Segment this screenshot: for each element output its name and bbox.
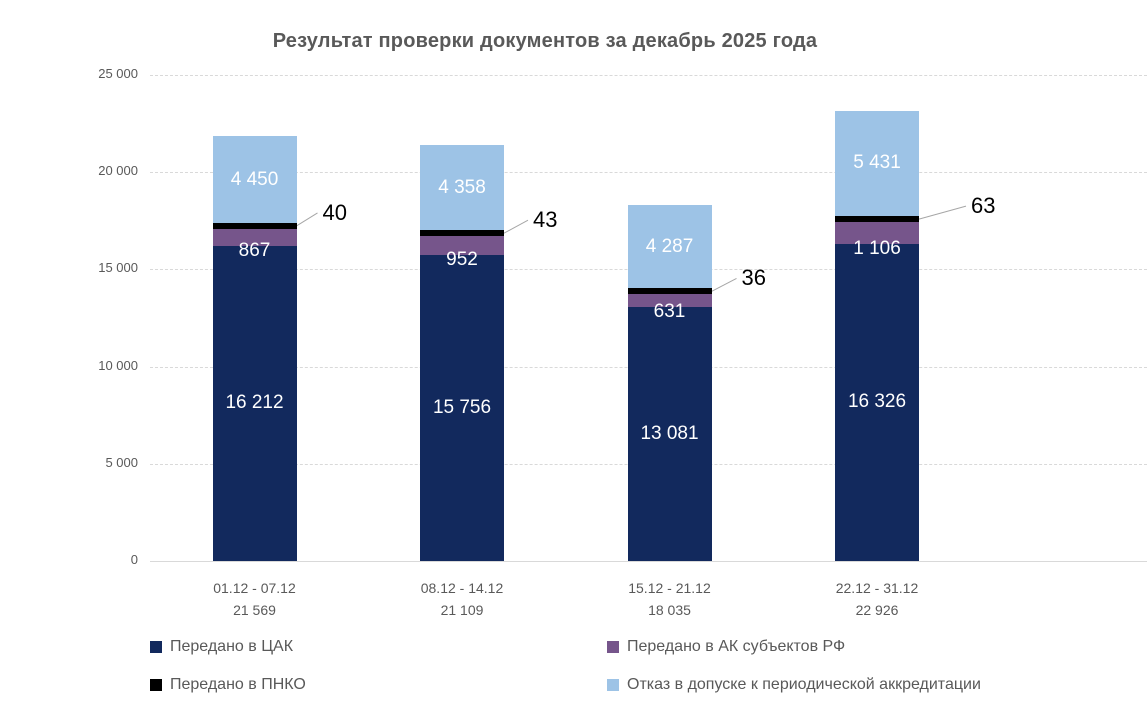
bar-value-label: 4 450: [230, 168, 279, 190]
bar-value-label: 4 287: [645, 235, 694, 257]
callout-value-label: 63: [971, 193, 996, 219]
bar-segment-1: [212, 228, 297, 246]
bar-segment-2: [420, 230, 504, 237]
y-axis-tick-label: 5 000: [105, 454, 138, 470]
callout-line: [503, 219, 529, 234]
bar-segment-3: [212, 136, 297, 223]
category-range: 08.12 - 14.12: [420, 580, 504, 596]
bar-segment-0: [212, 245, 297, 561]
chart-legend: Передано в ЦАК Передано в АК субъектов Р…: [150, 637, 981, 695]
category-range: 22.12 - 31.12: [835, 580, 919, 596]
category-range: 01.12 - 07.12: [213, 580, 296, 596]
x-axis-category-label: 08.12 - 14.12 21 109: [372, 577, 552, 621]
legend-item-peredano-v-ak-subektov: Передано в АК субъектов РФ: [607, 637, 981, 657]
bar-segment-0: [835, 243, 919, 561]
bar-value-label: 16 326: [847, 391, 907, 413]
gridline: [150, 172, 1147, 174]
bar-value-label: 16 212: [225, 392, 284, 414]
callout-value-label: 40: [322, 199, 347, 225]
bar-value-label: 5 431: [853, 152, 901, 174]
y-axis-tick-label: 0: [130, 552, 138, 567]
chart-title: Результат проверки документов за декабрь…: [272, 30, 818, 52]
legend-label: Передано в ЦАК: [170, 638, 294, 655]
bar-segment-1: [420, 236, 504, 255]
category-total: 21 109: [440, 602, 484, 618]
bar-segment-0: [420, 254, 504, 561]
gridline: [150, 561, 1147, 562]
bar-segment-1: [627, 294, 712, 307]
bar-value-label: 4 358: [438, 176, 486, 198]
y-axis-tick-label: 10 000: [98, 357, 138, 373]
bar-segment-1: [835, 222, 919, 244]
legend-item-peredano-v-pnko: Передано в ПНКО: [150, 675, 607, 695]
callout-value-label: 43: [533, 207, 558, 233]
category-total: 18 035: [648, 602, 691, 618]
legend-label: Передано в ПНКО: [170, 676, 306, 693]
bar-value-label: 13 081: [640, 422, 699, 444]
gridline: [150, 75, 1147, 76]
bar-value-label: 15 756: [432, 396, 492, 418]
bar-segment-0: [627, 306, 712, 561]
bar-segment-2: [835, 216, 919, 223]
callout-line: [296, 212, 318, 227]
category-total: 22 926: [855, 602, 899, 618]
category-range: 15.12 - 21.12: [628, 580, 711, 596]
bar-segment-3: [420, 145, 504, 231]
legend-label: Передано в АК субъектов РФ: [627, 638, 846, 655]
x-axis-category-label: 22.12 - 31.12 22 926: [787, 577, 967, 621]
x-axis-category-label: 01.12 - 07.12 21 569: [165, 577, 345, 621]
bar-segment-2: [627, 288, 712, 295]
bar-segment-2: [212, 222, 297, 229]
legend-label: Отказ в допуске к периодической аккредит…: [627, 676, 981, 693]
legend-swatch-navy: [150, 641, 162, 653]
bar-segment-3: [627, 205, 712, 289]
x-axis-category-label: 15.12 - 21.12 18 035: [580, 577, 760, 621]
legend-item-otkaz-v-dopuske: Отказ в допуске к периодической аккредит…: [607, 675, 981, 695]
y-axis-tick-label: 15 000: [98, 260, 138, 276]
bar-value-label: 631: [653, 300, 686, 322]
legend-swatch-black: [150, 679, 162, 691]
legend-item-peredano-v-cak: Передано в ЦАК: [150, 637, 607, 657]
legend-swatch-lightblue: [607, 679, 619, 691]
y-axis-tick-label: 20 000: [98, 163, 138, 179]
legend-swatch-purple: [607, 641, 619, 653]
callout-line: [918, 205, 967, 220]
bar-value-label: 952: [446, 248, 478, 270]
bar-value-label: 867: [238, 239, 271, 261]
callout-value-label: 36: [741, 265, 766, 291]
bar-segment-3: [835, 110, 919, 217]
callout-line: [711, 277, 737, 292]
bar-value-label: 1 106: [853, 237, 901, 259]
y-axis-tick-label: 25 000: [98, 66, 138, 81]
category-total: 21 569: [233, 602, 276, 618]
